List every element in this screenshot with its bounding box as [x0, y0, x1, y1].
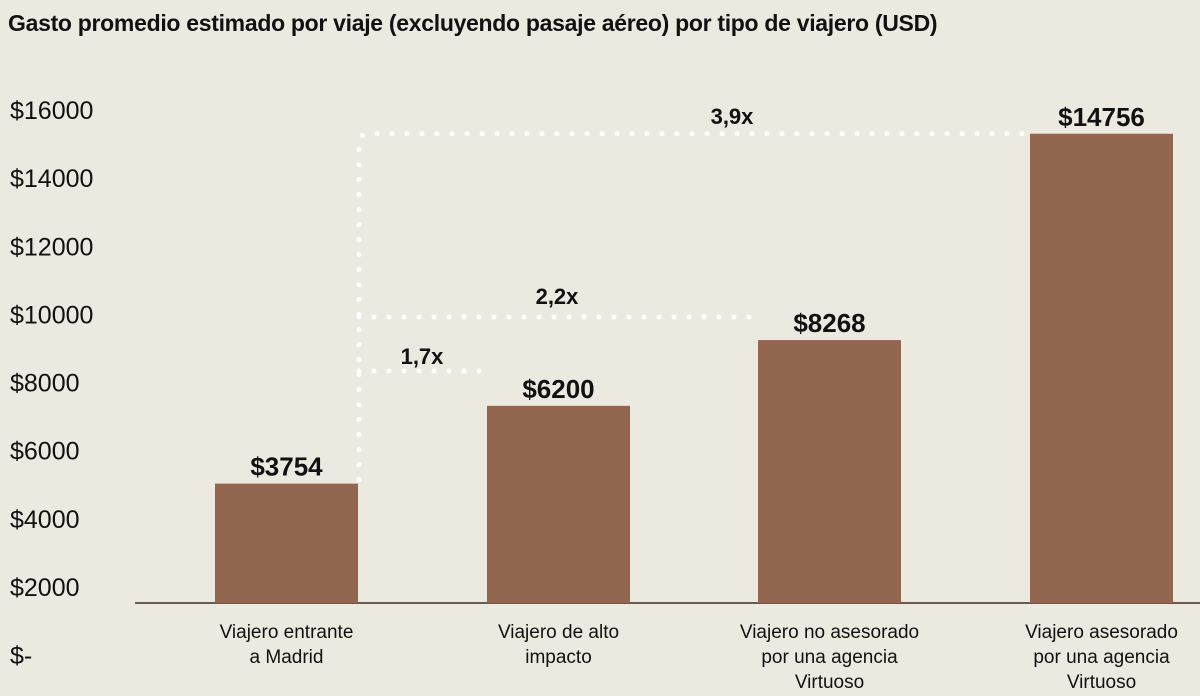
y-tick-label: $14000	[10, 165, 93, 193]
bar	[215, 483, 358, 603]
data-label: $8268	[793, 308, 865, 338]
connector-line	[356, 131, 1033, 483]
x-tick-label: a Madrid	[250, 647, 324, 668]
x-tick-label: Viajero de alto	[498, 622, 619, 643]
y-tick-label: $6000	[10, 438, 80, 466]
chart-title: Gasto promedio estimado por viaje (exclu…	[8, 10, 938, 36]
data-label: $6200	[522, 374, 594, 404]
annotation-label: 2,2x	[536, 284, 580, 309]
x-tick-label: por una agencia	[761, 647, 898, 668]
x-tick-label: Viajero asesorado	[1025, 622, 1178, 643]
bar	[1030, 133, 1173, 603]
annotation-label: 3,9x	[711, 104, 755, 129]
bar	[758, 340, 901, 603]
x-tick-label: Virtuoso	[795, 672, 864, 693]
annotation-label: 1,7x	[401, 344, 445, 369]
x-tick-label: por una agencia	[1033, 647, 1170, 668]
x-tick-label: impacto	[525, 647, 592, 668]
y-tick-label: $16000	[10, 97, 93, 125]
y-tick-label: $-	[10, 642, 32, 670]
x-tick-label: Virtuoso	[1067, 672, 1136, 693]
x-tick-label: Viajero no asesorado	[740, 622, 919, 643]
bar	[487, 405, 630, 603]
y-tick-label: $12000	[10, 233, 93, 261]
x-tick-label: Viajero entrante	[220, 622, 354, 643]
y-tick-label: $8000	[10, 370, 80, 398]
y-tick-label: $2000	[10, 574, 80, 602]
data-label: $3754	[250, 452, 323, 482]
y-tick-label: $4000	[10, 506, 80, 534]
data-label: $14756	[1058, 102, 1145, 132]
y-tick-label: $10000	[10, 301, 93, 329]
